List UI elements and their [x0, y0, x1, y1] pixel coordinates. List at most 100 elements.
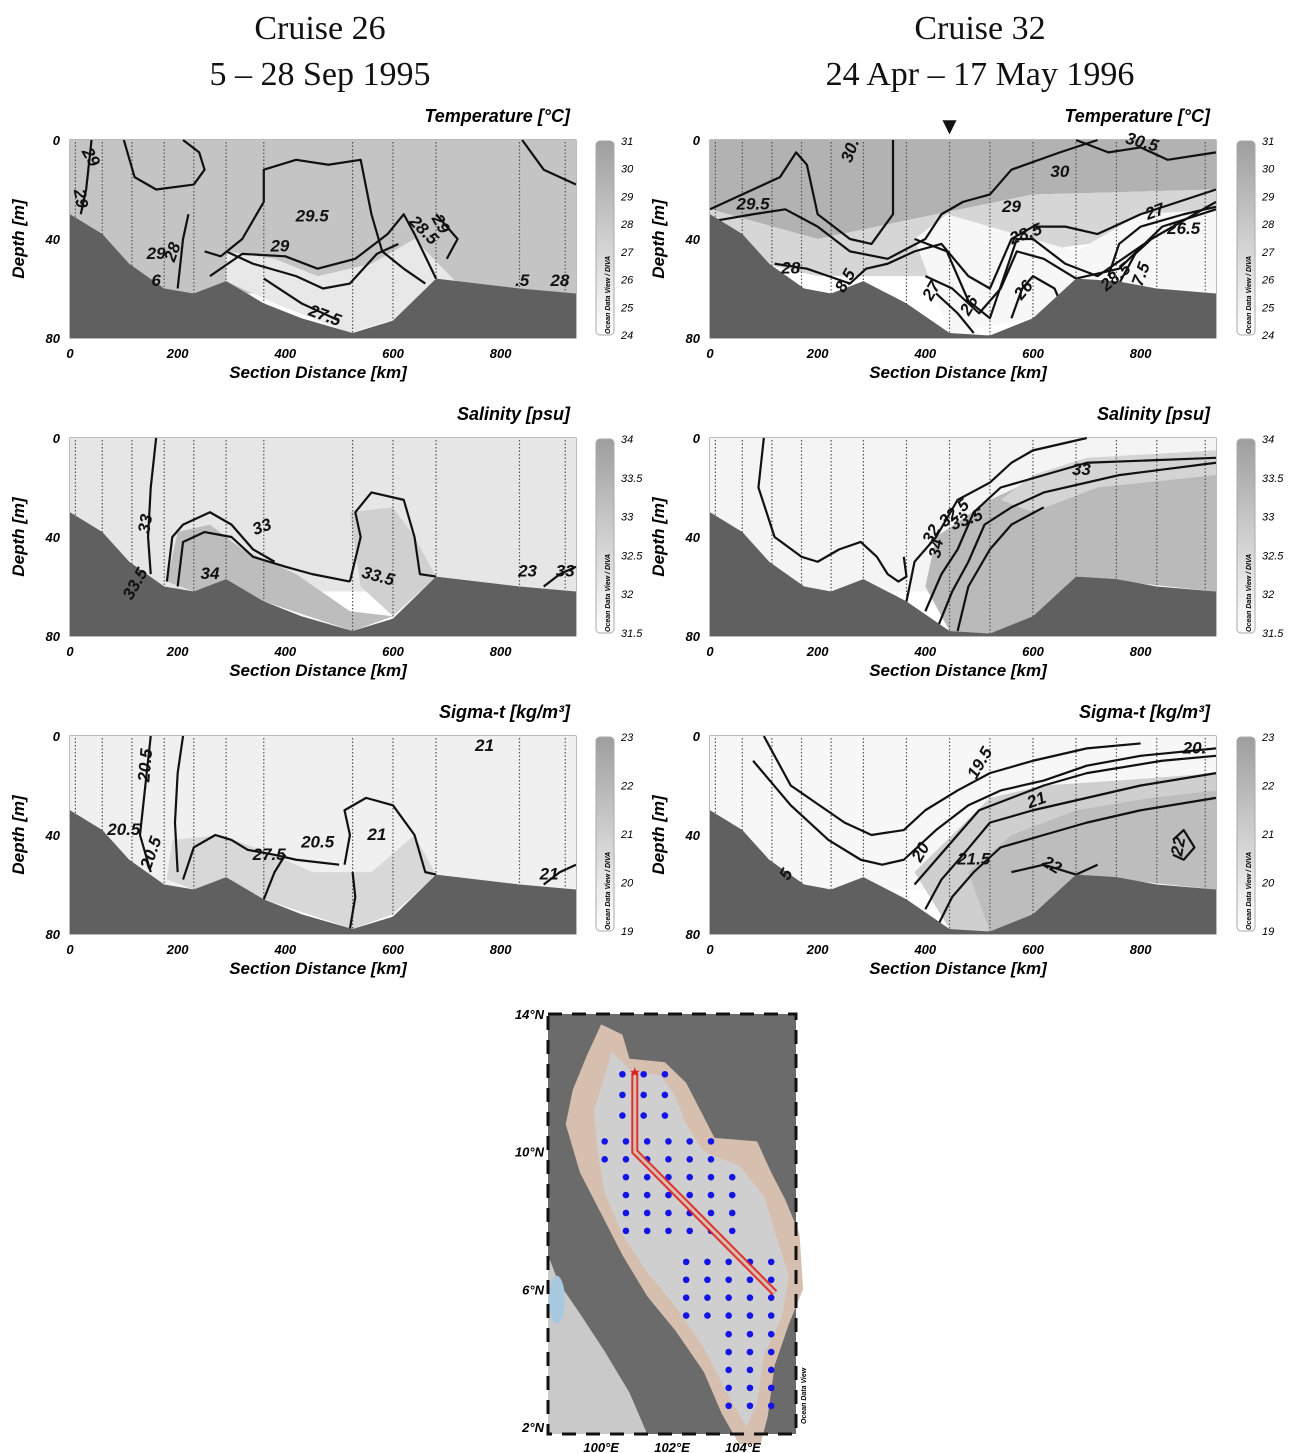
contour-line	[757, 437, 908, 583]
sampling-station-dot	[746, 1402, 754, 1410]
x-tick-label: 200	[806, 942, 829, 957]
x-tick-label: 600	[382, 346, 404, 361]
colorbar-source-note: Ocean Data View / DIVA	[605, 256, 612, 334]
y-axis-label: Depth [m]	[649, 496, 668, 577]
map-andaman-water	[548, 1254, 648, 1434]
contour-line	[181, 833, 340, 880]
sampling-station-dot	[643, 1138, 651, 1145]
x-tick-label: 600	[382, 644, 404, 659]
map-source-note: Ocean Data View	[801, 1367, 808, 1424]
map-latitude-label: 2°N	[521, 1420, 544, 1435]
colorbar-tick-label: 21	[1261, 829, 1274, 841]
contour-line	[924, 772, 1217, 910]
contour-line	[1107, 205, 1217, 277]
sampling-station-dot	[767, 1402, 775, 1410]
x-tick-label: 200	[166, 942, 189, 957]
sampling-station-dot	[619, 1091, 626, 1099]
x-tick-label: 400	[273, 346, 296, 361]
sampling-station-dot	[707, 1173, 715, 1181]
sampling-station-dot	[686, 1138, 694, 1145]
y-tick-label: 0	[693, 431, 701, 446]
cruise-32-dates: 24 Apr – 17 May 1996	[825, 56, 1135, 93]
sampling-station-dot	[682, 1276, 690, 1284]
colorbar-tick-label: 22	[620, 781, 633, 793]
contour-line	[935, 461, 1217, 632]
contour-label: 29.5	[295, 207, 330, 226]
y-tick-label: 0	[693, 729, 701, 744]
colorbar-tick-label: 20	[620, 878, 634, 890]
value-zone	[710, 140, 1216, 239]
sampling-station-dot	[686, 1227, 694, 1235]
sampling-station-dot	[767, 1312, 775, 1319]
sampling-station-dot	[725, 1294, 732, 1301]
sampling-station-dot	[665, 1173, 672, 1181]
contour-label: 34	[925, 537, 947, 559]
map-longitude-label: 102°E	[654, 1440, 690, 1453]
x-tick-label: 800	[1130, 942, 1152, 957]
colorbar	[595, 140, 615, 336]
contour-label: 33	[1072, 460, 1091, 479]
sampling-station-dot	[622, 1138, 630, 1145]
colorbar-tick-label: 23	[620, 732, 634, 744]
contour-line	[176, 530, 351, 587]
colorbar-tick-label: 33	[1262, 512, 1275, 524]
sampling-station-dot	[725, 1402, 732, 1410]
colorbar	[595, 736, 615, 932]
x-tick-label: 0	[66, 346, 74, 361]
panel-title: Salinity [psu]	[457, 404, 571, 424]
colorbar-tick-label: 26	[1261, 275, 1275, 287]
sampling-station-dot	[661, 1112, 669, 1119]
colorbar-tick-label: 29	[1261, 191, 1274, 203]
map-peninsula-land	[548, 1186, 680, 1434]
cruise-26-dates: 5 – 28 Sep 1995	[209, 56, 431, 93]
x-tick-label: 600	[382, 942, 404, 957]
contour-line	[263, 277, 340, 322]
contour-line	[521, 139, 577, 186]
contour-label: 28	[780, 259, 800, 278]
sampling-station-dot	[640, 1091, 647, 1099]
sampling-station-dot	[767, 1366, 775, 1374]
colorbar-tick-label: 32.5	[1262, 550, 1284, 562]
map-gulf-water	[594, 1051, 789, 1428]
colorbar-tick-label: 33.5	[621, 473, 643, 485]
sampling-station-dot	[622, 1227, 630, 1235]
colorbar-tick-label: 22	[1261, 781, 1274, 793]
seafloor-bathymetry	[710, 512, 1216, 636]
y-tick-label: 40	[45, 232, 61, 247]
colorbar-tick-label: 31.5	[621, 628, 643, 640]
y-tick-label: 40	[685, 232, 701, 247]
contour-label: 33	[556, 562, 575, 581]
contour-line	[204, 158, 426, 285]
x-tick-label: 400	[273, 644, 296, 659]
sampling-station-dot	[746, 1330, 754, 1338]
contour-label: 26.5	[1166, 219, 1201, 238]
sampling-station-dot	[686, 1173, 694, 1181]
contour-line	[924, 456, 1217, 612]
contour-label: 20.5	[106, 820, 141, 839]
contour-label: 21	[474, 736, 494, 755]
map-latitude-label: 10°N	[515, 1145, 545, 1160]
contour-label: 22	[1167, 835, 1189, 858]
contour-line	[173, 735, 185, 873]
sampling-station-dot	[682, 1258, 690, 1266]
section-track-inner	[633, 1072, 776, 1294]
x-tick-label: 400	[273, 942, 296, 957]
colorbar-tick-label: 24	[1261, 330, 1274, 342]
contour-line	[435, 213, 459, 260]
contour-line	[752, 747, 1217, 866]
map-latitude-label: 14°N	[515, 1007, 545, 1022]
panel-title: Sigma-t [kg/m³]	[1079, 702, 1211, 722]
x-axis-label: Section Distance [km]	[229, 661, 408, 680]
colorbar-tick-label: 25	[620, 302, 634, 314]
sampling-station-dot	[767, 1258, 775, 1266]
x-tick-label: 0	[706, 644, 714, 659]
y-tick-label: 0	[53, 133, 61, 148]
sampling-station-dot	[728, 1191, 736, 1199]
value-zone	[968, 790, 1216, 932]
cruise-32-name: Cruise 32	[914, 10, 1046, 47]
sampling-station-dot	[622, 1155, 630, 1163]
sampling-station-dot	[725, 1384, 732, 1392]
sampling-station-dot	[643, 1227, 651, 1235]
